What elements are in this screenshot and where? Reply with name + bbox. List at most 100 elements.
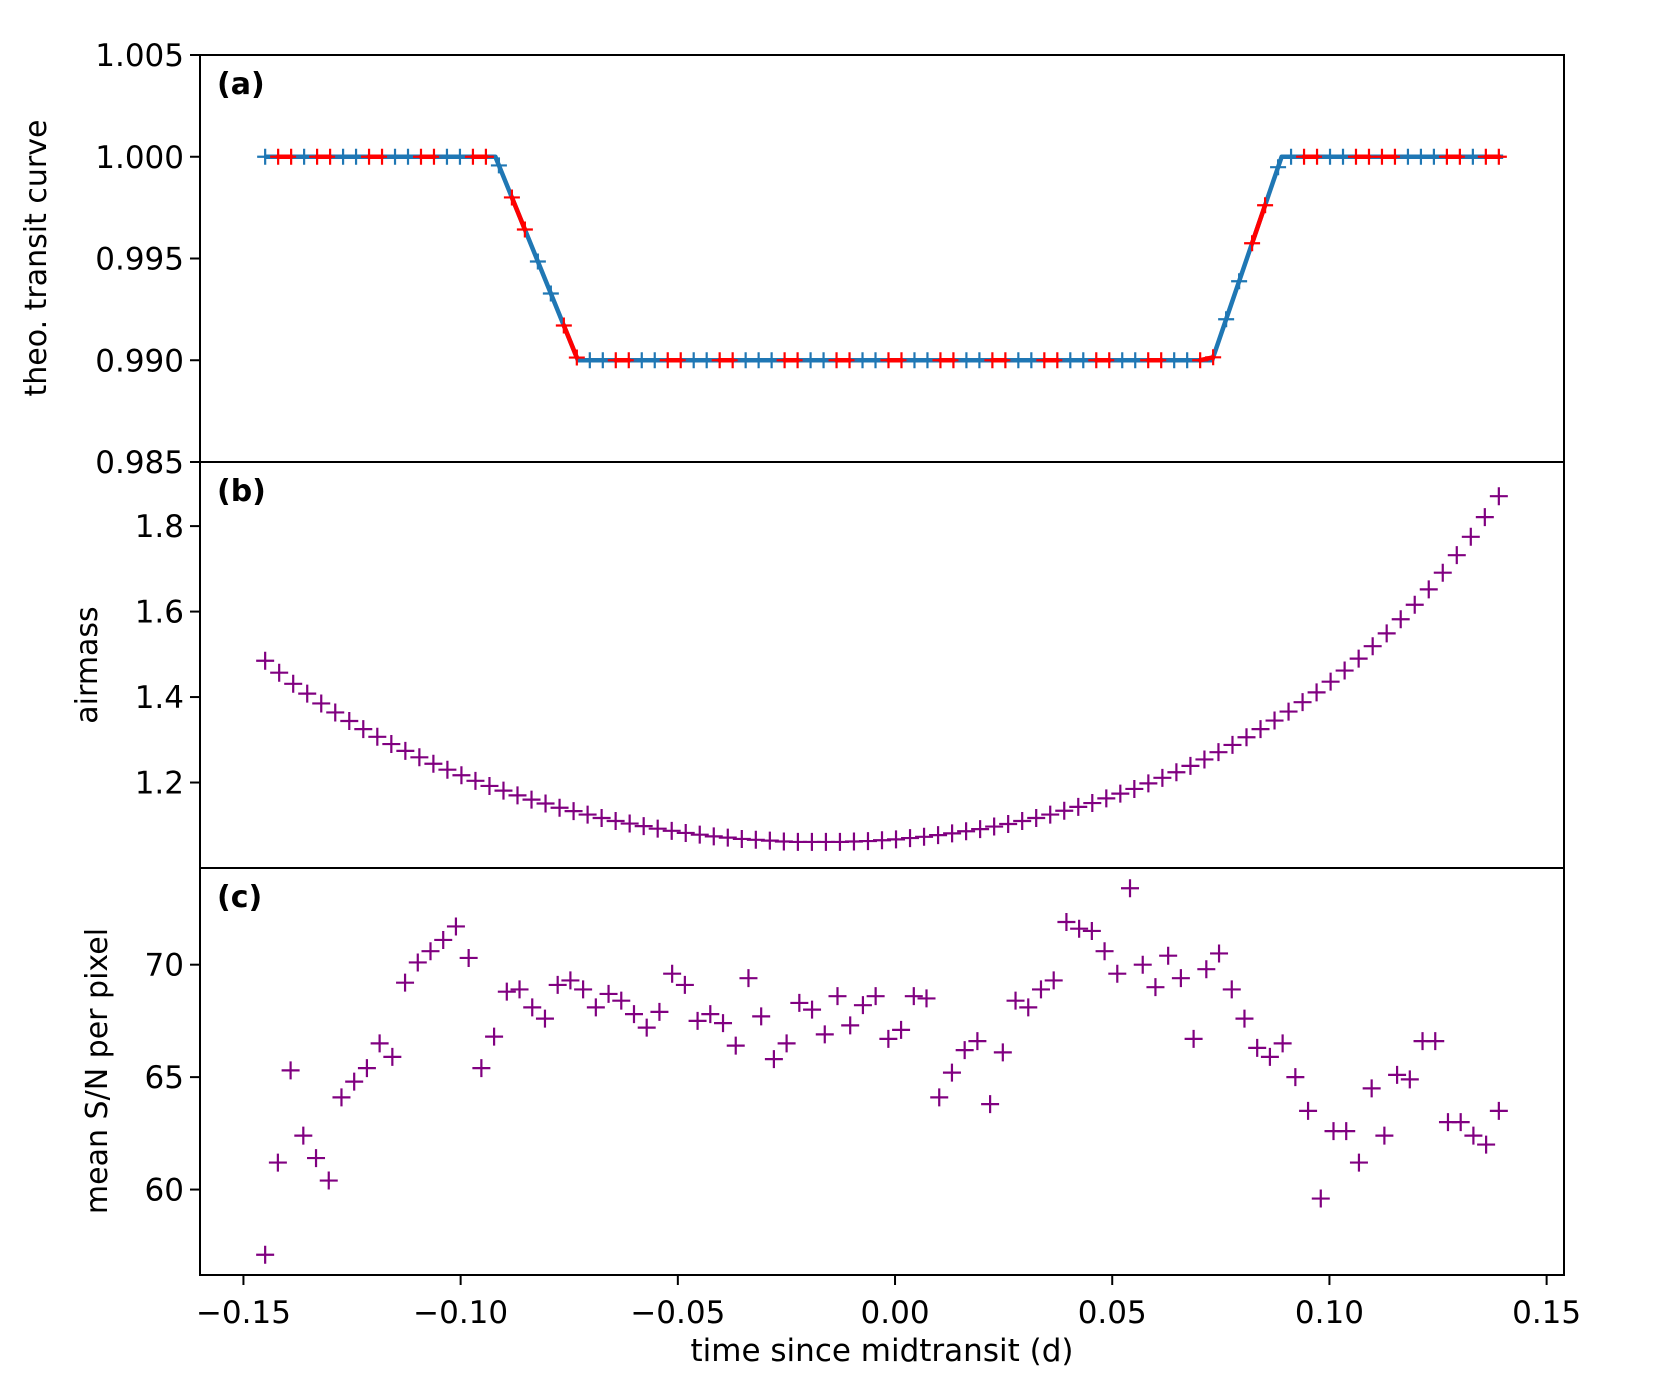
airmass-point	[943, 824, 962, 843]
snr-point	[637, 1018, 656, 1037]
snr-point	[294, 1126, 313, 1145]
airmass-marks	[256, 487, 1508, 851]
transit-exposure-marker	[1231, 273, 1248, 290]
airmass-point	[1097, 789, 1116, 808]
snr-point	[853, 996, 872, 1015]
x-tick-label: −0.15	[196, 1295, 291, 1331]
airmass-point	[396, 741, 415, 760]
snr-point	[1095, 942, 1114, 961]
airmass-point	[704, 827, 723, 846]
y-tick-label: 70	[145, 948, 184, 984]
panel-label-b: (b)	[217, 474, 266, 509]
transit-exposure-marker	[1270, 159, 1287, 176]
airmass-point	[1195, 750, 1214, 769]
airmass-point	[1069, 797, 1088, 816]
x-tick-label: −0.10	[413, 1295, 508, 1331]
snr-point	[1477, 1135, 1496, 1154]
airmass-point	[1153, 768, 1172, 787]
snr-point	[650, 1002, 669, 1021]
airmass-point	[620, 814, 639, 833]
snr-point	[752, 1007, 771, 1026]
snr-point	[930, 1088, 949, 1107]
airmass-point	[971, 820, 990, 839]
snr-point	[714, 1014, 733, 1033]
snr-point	[1108, 964, 1127, 983]
x-tick-label: 0.05	[1078, 1295, 1147, 1331]
airmass-point	[718, 828, 737, 847]
snr-point	[866, 987, 885, 1006]
transit-exposure-marker	[490, 157, 507, 174]
snr-point	[841, 1016, 860, 1035]
airmass-point	[1419, 580, 1438, 599]
snr-point	[688, 1011, 707, 1030]
snr-point	[892, 1020, 911, 1039]
snr-point	[764, 1050, 783, 1069]
snr-point	[1260, 1047, 1279, 1066]
snr-point	[1159, 946, 1178, 965]
airmass-point	[1013, 811, 1032, 830]
snr-point	[1362, 1079, 1381, 1098]
snr-point	[1426, 1032, 1445, 1051]
airmass-point	[887, 830, 906, 849]
airmass-point	[536, 794, 555, 813]
airmass-point	[340, 711, 359, 730]
airmass-point	[564, 802, 583, 821]
snr-point	[459, 948, 478, 967]
transit-exposure-marker	[1244, 235, 1261, 252]
airmass-point	[1167, 763, 1186, 782]
y-tick-label: 1.4	[135, 680, 184, 716]
snr-point	[370, 1034, 389, 1053]
snr-point	[1184, 1029, 1203, 1048]
snr-point	[1235, 1009, 1254, 1028]
airmass-point	[438, 760, 457, 779]
airmass-point	[1055, 801, 1074, 820]
snr-point	[510, 980, 529, 999]
snr-point	[1273, 1034, 1292, 1053]
airmass-point	[676, 823, 695, 842]
snr-point	[955, 1041, 974, 1060]
snr-axes-frame	[199, 867, 1565, 1276]
airmass-point	[1027, 809, 1046, 827]
airmass-point	[368, 727, 387, 746]
transit-exposure-marker	[1218, 311, 1235, 328]
airmass-point	[298, 684, 317, 703]
snr-point	[815, 1025, 834, 1044]
y-tick-label: 0.990	[95, 343, 184, 379]
airmass-point	[1475, 508, 1494, 527]
snr-y-ticks: 60 65 70	[145, 948, 200, 1209]
y-tick-label: 1.2	[135, 766, 184, 802]
snr-point	[434, 930, 453, 949]
snr-point	[1070, 919, 1089, 938]
snr-point	[904, 987, 923, 1006]
airmass-point	[452, 766, 471, 785]
transit-exposure-marker	[529, 253, 546, 270]
airmass-point	[480, 776, 499, 795]
snr-point	[1464, 1126, 1483, 1145]
airmass-point	[1489, 487, 1508, 506]
snr-point	[446, 917, 465, 936]
snr-point	[1451, 1113, 1470, 1132]
airmass-point	[1447, 546, 1466, 565]
airmass-point	[1293, 693, 1312, 712]
snr-point	[1489, 1101, 1508, 1120]
transit-exposure-marker	[503, 189, 520, 206]
transit-curve-y-ticks: 0.985 0.990 0.995 1.000 1.005	[95, 38, 200, 481]
airmass-point	[1237, 728, 1256, 747]
snr-point	[790, 993, 809, 1012]
snr-point	[472, 1059, 491, 1078]
airmass-point	[901, 829, 920, 848]
transit-exposure-marker	[1205, 349, 1222, 366]
x-tick-label: 0.10	[1295, 1295, 1364, 1331]
snr-point	[1133, 955, 1152, 974]
x-axis-label: time since midtransit (d)	[691, 1333, 1074, 1369]
snr-panel: 60 65 70 (c) mean S/N per pixel	[80, 867, 1565, 1276]
airmass-point	[522, 790, 541, 809]
snr-point	[803, 1000, 822, 1019]
snr-point	[345, 1072, 364, 1091]
y-tick-label: 1.6	[135, 595, 184, 631]
snr-point	[383, 1047, 402, 1066]
snr-y-label: mean S/N per pixel	[80, 928, 115, 1214]
airmass-point	[1377, 624, 1396, 643]
snr-point	[942, 1063, 961, 1082]
